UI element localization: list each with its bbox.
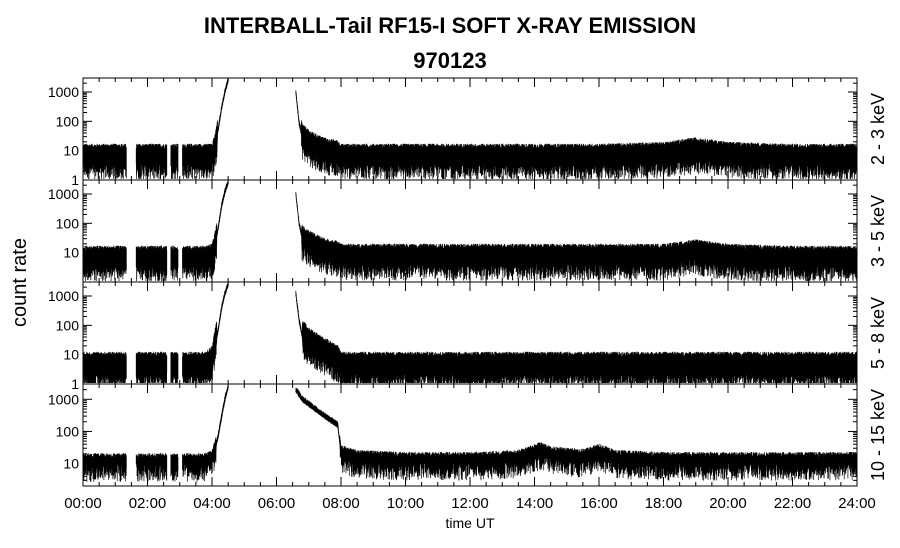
series-trace-0 [82, 78, 858, 180]
y-tick-label-3: 1000 [48, 391, 79, 407]
x-tick-label: 20:00 [709, 495, 747, 512]
y-axis-label: count rate [8, 237, 31, 327]
y-tick-label-0: 10 [63, 143, 79, 159]
x-tick-label: 08:00 [322, 495, 360, 512]
y-tick-label-3: 10 [63, 456, 79, 472]
x-tick-label: 00:00 [64, 495, 102, 512]
x-axis-label: time UT [446, 515, 495, 531]
y-tick-label-2: 1 [71, 376, 79, 392]
x-tick-label: 16:00 [580, 495, 618, 512]
energy-band-label: 2 - 3 keV [868, 93, 888, 165]
y-tick-label-0: 100 [56, 113, 80, 129]
y-tick-label-2: 10 [63, 347, 79, 363]
energy-band-label: 3 - 5 keV [868, 195, 888, 267]
y-tick-label-1: 100 [56, 215, 80, 231]
y-tick-label-1: 10 [63, 245, 79, 261]
x-tick-label: 04:00 [193, 495, 231, 512]
y-tick-label-0: 1 [71, 172, 79, 188]
y-tick-label-2: 100 [56, 317, 80, 333]
energy-band-label: 5 - 8 keV [868, 297, 888, 369]
chart-title: INTERBALL-Tail RF15-I SOFT X-RAY EMISSIO… [203, 13, 697, 38]
y-tick-label-1: 1000 [48, 186, 79, 202]
energy-band-label: 10 - 15 keV [868, 389, 888, 481]
series-trace-1 [82, 180, 858, 282]
x-tick-label: 12:00 [451, 495, 489, 512]
y-tick-label-3: 100 [56, 423, 80, 439]
x-tick-label: 18:00 [645, 495, 683, 512]
x-tick-label: 22:00 [774, 495, 812, 512]
x-tick-label: 02:00 [129, 495, 167, 512]
chart-subtitle: 970123 [413, 48, 487, 73]
x-tick-label: 10:00 [387, 495, 425, 512]
y-tick-label-0: 1000 [48, 84, 79, 100]
x-tick-label: 14:00 [516, 495, 554, 512]
series-trace-3 [82, 384, 858, 483]
x-tick-label: 06:00 [258, 495, 296, 512]
y-tick-label-2: 1000 [48, 288, 79, 304]
x-tick-label: 24:00 [838, 495, 876, 512]
series-trace-2 [82, 282, 858, 384]
